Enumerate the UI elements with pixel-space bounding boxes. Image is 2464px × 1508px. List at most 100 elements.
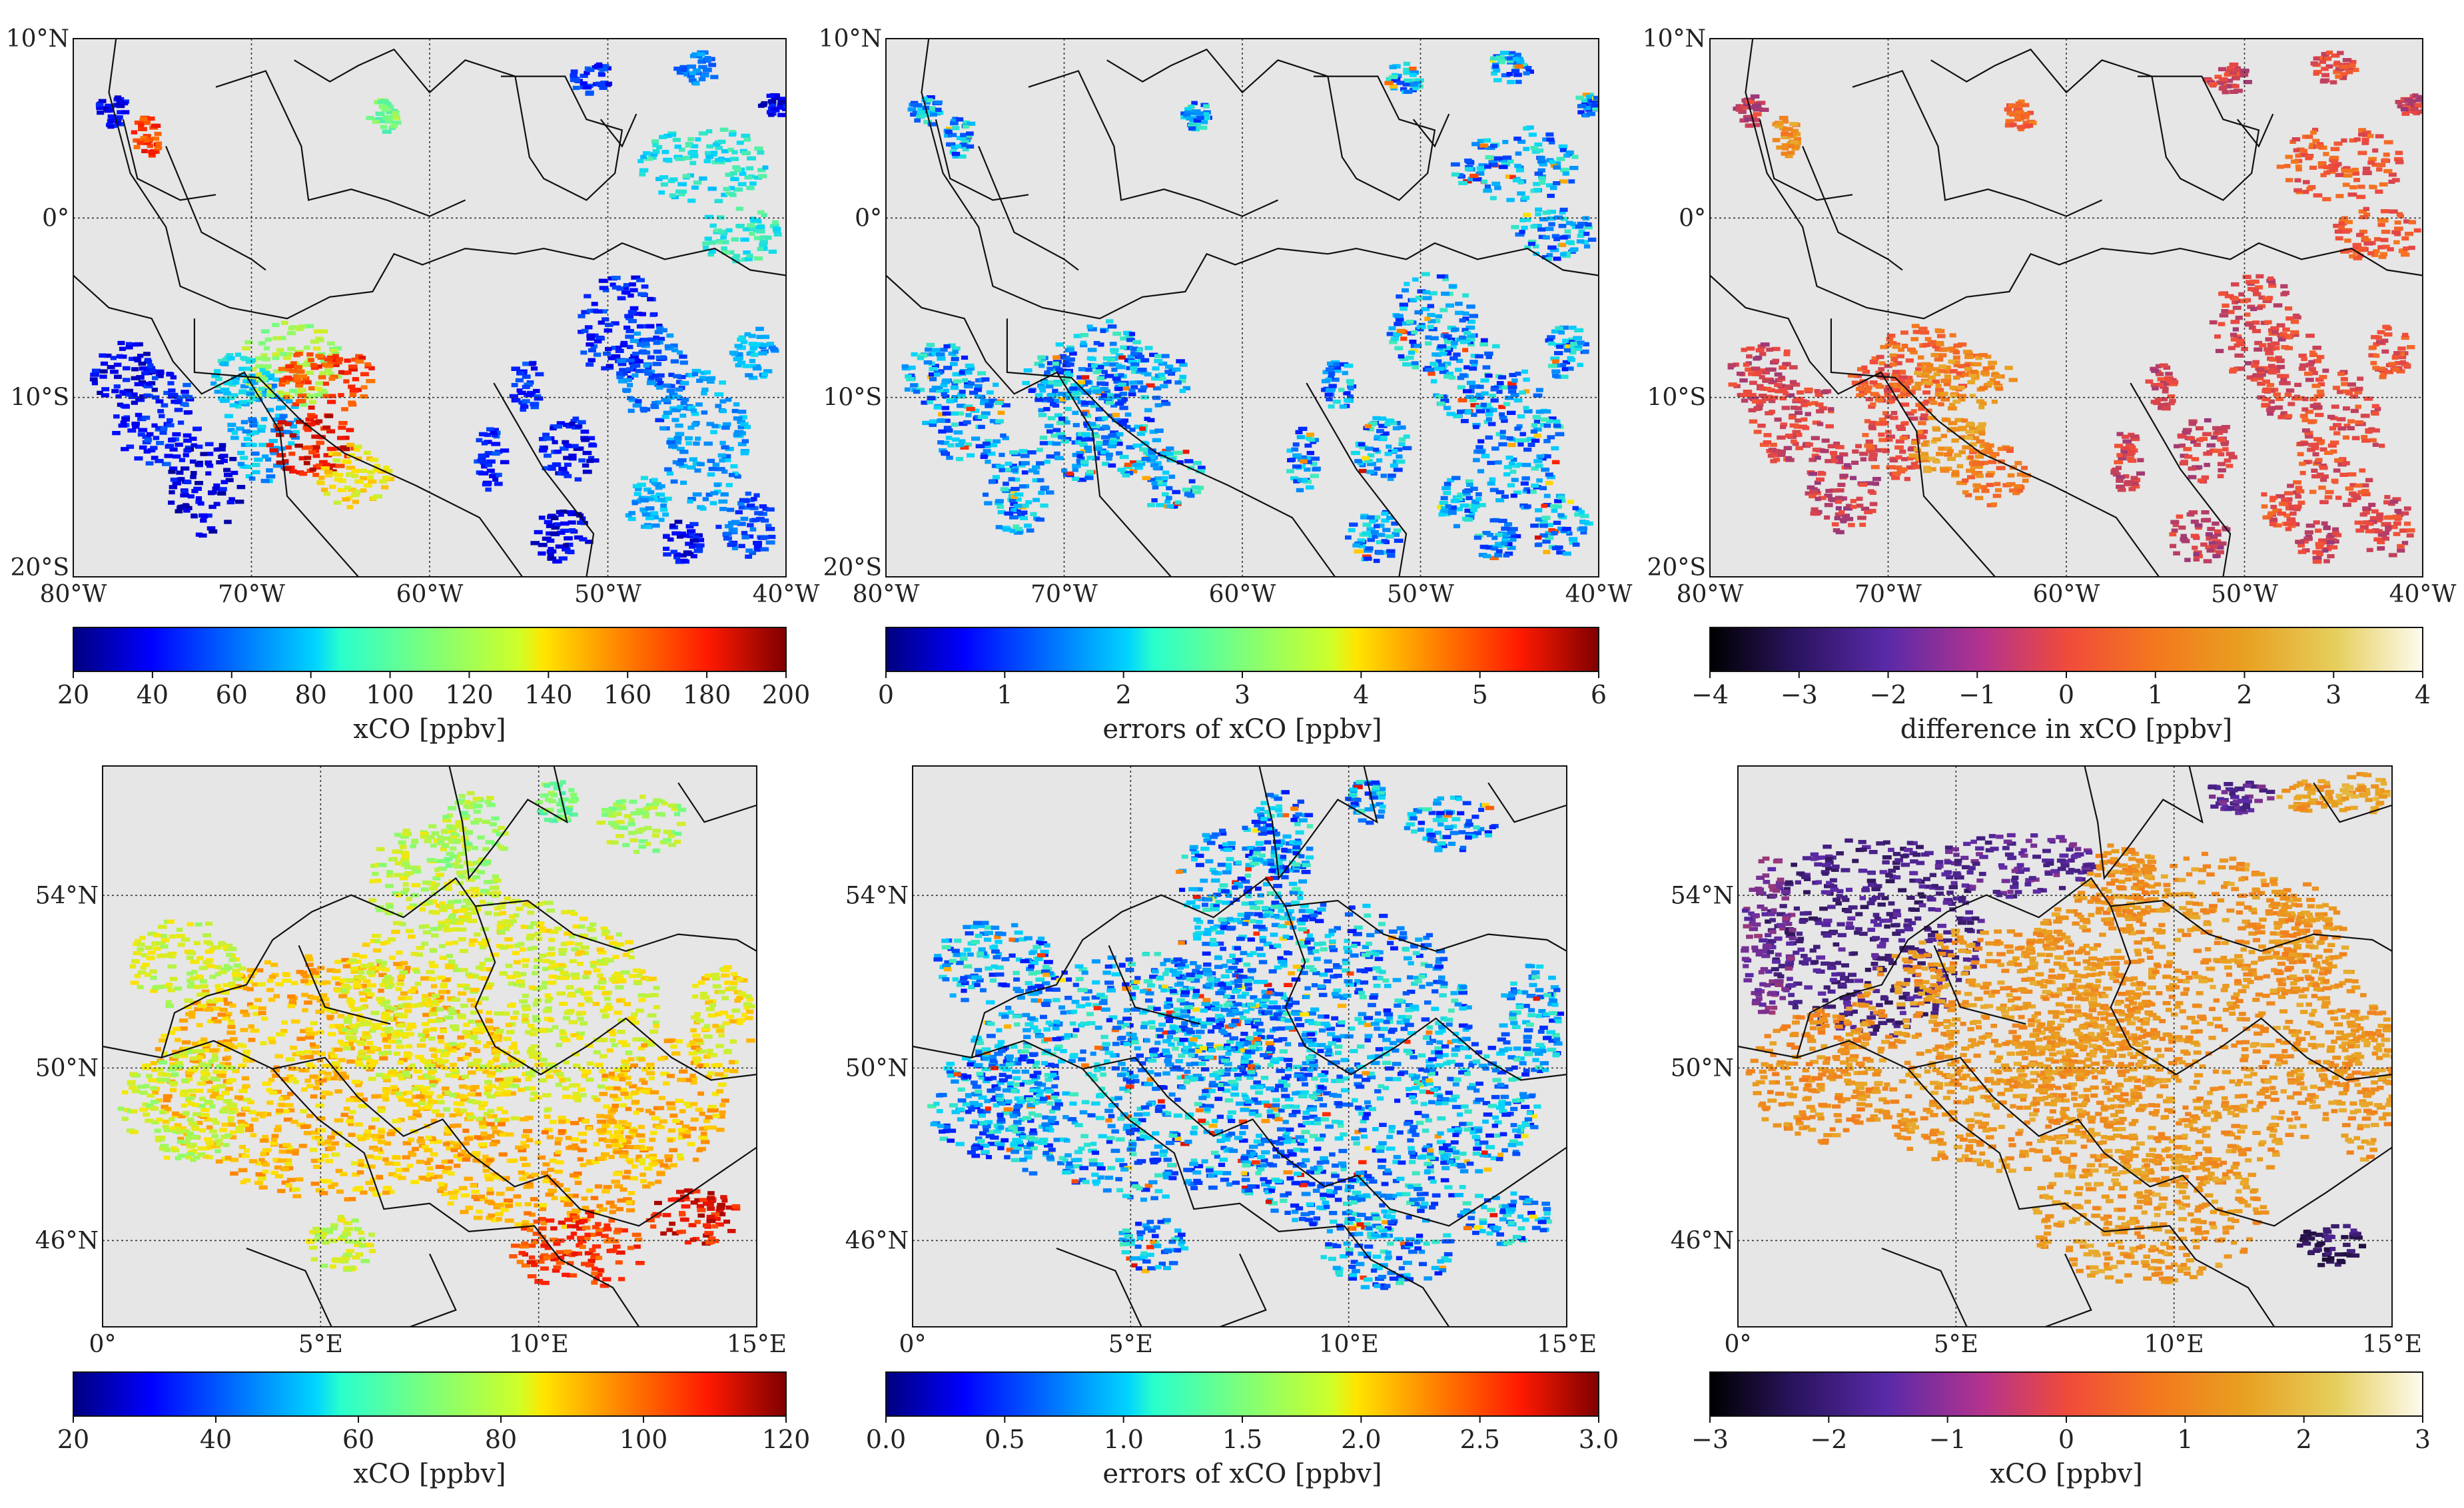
data-pixel xyxy=(1166,496,1172,500)
data-pixel xyxy=(1048,380,1055,385)
data-pixel xyxy=(226,500,235,505)
data-pixel xyxy=(617,296,626,300)
data-pixel xyxy=(294,444,303,448)
data-pixel xyxy=(1593,95,1599,101)
data-pixel xyxy=(1958,426,1966,430)
data-pixel xyxy=(2391,178,2400,183)
data-pixel xyxy=(1788,415,1796,420)
data-pixel xyxy=(238,389,247,394)
data-pixel xyxy=(297,398,306,404)
data-pixel xyxy=(354,447,360,452)
data-pixel xyxy=(1480,402,1487,407)
data-pixel xyxy=(1501,73,1511,78)
data-pixel xyxy=(232,380,240,385)
data-pixel xyxy=(1920,413,1928,418)
data-pixel xyxy=(1564,229,1571,234)
data-pixel xyxy=(264,364,272,369)
data-pixel xyxy=(637,292,647,296)
data-pixel xyxy=(1394,346,1404,350)
data-pixel xyxy=(689,71,696,76)
data-pixel xyxy=(2369,185,2377,190)
data-pixel xyxy=(681,397,689,402)
data-pixel xyxy=(731,520,740,524)
data-pixel xyxy=(2373,249,2380,254)
data-pixel xyxy=(578,330,584,334)
data-pixel xyxy=(1155,476,1164,482)
data-pixel xyxy=(676,534,683,539)
data-pixel xyxy=(2330,155,2337,161)
data-pixel xyxy=(2276,165,2285,169)
data-pixel xyxy=(639,168,649,173)
data-pixel xyxy=(1061,468,1068,473)
data-pixel xyxy=(1011,508,1017,513)
data-pixel xyxy=(344,358,351,363)
data-pixel xyxy=(918,353,928,358)
data-pixel xyxy=(348,400,356,405)
data-pixel xyxy=(928,372,936,377)
data-pixel xyxy=(168,470,176,474)
data-pixel xyxy=(705,151,711,155)
data-pixel xyxy=(580,350,588,355)
data-pixel xyxy=(1962,372,1972,377)
data-pixel xyxy=(1328,404,1335,409)
data-pixel xyxy=(1997,446,2004,452)
data-pixel xyxy=(484,440,492,444)
data-pixel xyxy=(1052,361,1059,366)
data-pixel xyxy=(1297,478,1304,482)
data-pixel xyxy=(152,395,160,400)
data-pixel xyxy=(556,421,566,426)
data-pixel xyxy=(1539,217,1549,222)
data-pixel xyxy=(1972,354,1980,358)
data-pixel xyxy=(1392,426,1401,431)
data-pixel xyxy=(649,511,659,516)
data-pixel xyxy=(1792,132,1801,137)
data-pixel xyxy=(1289,458,1296,462)
data-pixel xyxy=(1043,397,1053,402)
data-pixel xyxy=(2352,171,2360,176)
data-pixel xyxy=(595,81,604,86)
data-pixel xyxy=(710,491,719,496)
data-pixel xyxy=(1091,363,1098,368)
data-pixel xyxy=(1839,474,1848,478)
data-pixel xyxy=(765,524,772,528)
data-pixel xyxy=(980,400,988,406)
data-pixel xyxy=(1790,140,1799,145)
data-pixel xyxy=(1490,144,1497,149)
data-pixel xyxy=(1505,542,1513,546)
data-pixel xyxy=(1934,347,1942,352)
data-pixel xyxy=(1920,452,1928,456)
data-pixel xyxy=(2361,236,2369,240)
data-pixel xyxy=(1173,450,1183,455)
data-pixel xyxy=(1417,289,1426,294)
data-pixel xyxy=(1134,424,1143,429)
data-pixel xyxy=(720,235,727,240)
data-pixel xyxy=(1970,442,1977,446)
data-pixel xyxy=(687,529,696,534)
data-pixel xyxy=(625,328,634,334)
data-pixel xyxy=(950,119,959,123)
data-pixel xyxy=(2367,161,2375,165)
data-pixel xyxy=(2008,103,2015,108)
data-pixel xyxy=(677,350,683,355)
data-pixel xyxy=(1448,284,1457,288)
data-pixel xyxy=(1787,132,1794,137)
data-pixel xyxy=(997,504,1005,509)
data-pixel xyxy=(1510,457,1517,462)
data-pixel xyxy=(1827,407,1835,412)
data-pixel xyxy=(690,144,699,149)
data-pixel xyxy=(1471,142,1480,147)
data-pixel xyxy=(2016,125,2026,129)
data-pixel xyxy=(737,360,746,365)
data-pixel xyxy=(1374,524,1380,529)
data-pixel xyxy=(268,438,278,444)
data-pixel xyxy=(645,516,654,521)
data-pixel xyxy=(933,405,942,410)
data-pixel xyxy=(741,257,747,262)
data-pixel xyxy=(1928,375,1936,380)
data-pixel xyxy=(967,453,975,458)
data-pixel xyxy=(1943,365,1951,370)
data-pixel xyxy=(2232,76,2240,81)
data-pixel xyxy=(324,368,332,373)
data-pixel xyxy=(1132,340,1141,344)
data-pixel xyxy=(675,387,683,392)
